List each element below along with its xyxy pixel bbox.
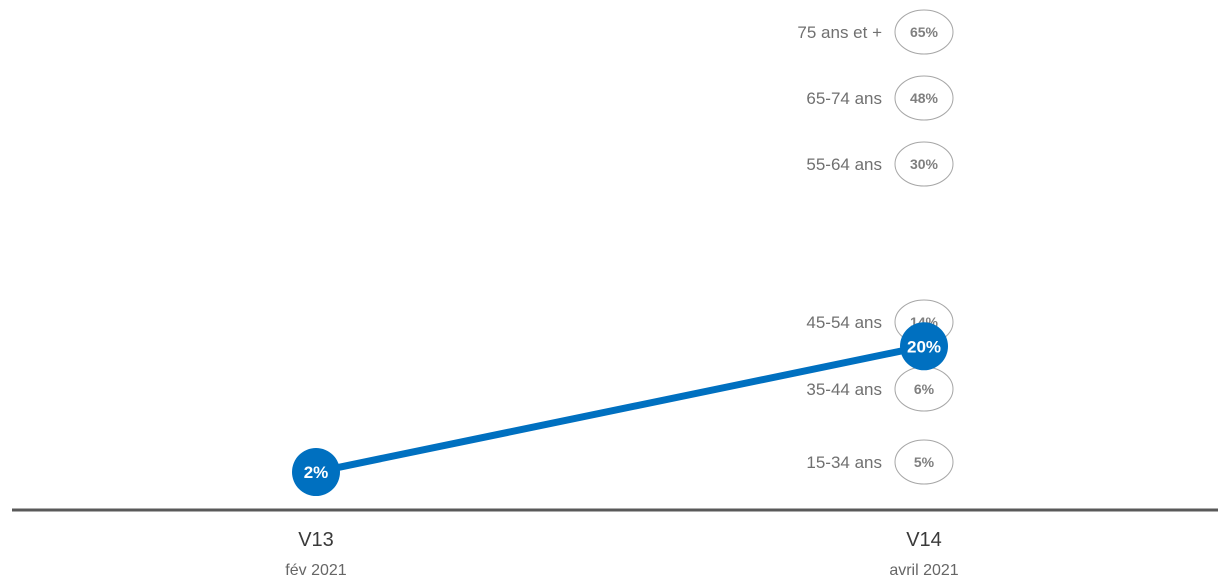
age-value-bubble	[894, 141, 954, 187]
data-point	[292, 448, 340, 497]
age-group-label: 35-44 ans	[806, 380, 882, 399]
age-value-bubble	[894, 9, 954, 55]
age-value-bubble	[894, 75, 954, 121]
series-layer: 2% 20%	[292, 322, 948, 497]
age-group-label: 55-64 ans	[806, 155, 882, 174]
age-group-item: 15-34 ans 5%	[806, 439, 954, 485]
age-value-label: 5%	[914, 454, 935, 470]
data-point-label: 2%	[304, 463, 329, 482]
age-group-label: 75 ans et +	[797, 23, 882, 42]
x-tick-label: V14	[906, 529, 942, 551]
age-value-label: 48%	[910, 90, 939, 106]
series-line	[312, 342, 928, 476]
age-group-list: 75 ans et + 65% 65-74 ans 48% 55-64 ans 30% 45…	[797, 9, 954, 485]
age-value-label: 30%	[910, 156, 939, 172]
data-point	[900, 322, 948, 371]
x-tick-date-label: avril 2021	[889, 562, 958, 579]
age-group-item: 75 ans et + 65%	[797, 9, 954, 55]
x-axis-categories: V13 fév 2021 V14 avril 2021	[285, 529, 958, 579]
age-group-item: 65-74 ans 48%	[806, 75, 954, 121]
x-tick-label: V13	[298, 529, 334, 551]
age-group-label: 45-54 ans	[806, 313, 882, 332]
age-group-label: 65-74 ans	[806, 89, 882, 108]
data-point-label: 20%	[907, 337, 941, 356]
age-value-label: 65%	[910, 24, 939, 40]
age-group-item: 55-64 ans 30%	[806, 141, 954, 187]
x-tick-date-label: fév 2021	[285, 562, 346, 579]
age-value-label: 6%	[914, 381, 935, 397]
age-value-bubble	[894, 439, 954, 485]
age-group-label: 15-34 ans	[806, 453, 882, 472]
age-group-item: 35-44 ans 6%	[806, 366, 954, 412]
